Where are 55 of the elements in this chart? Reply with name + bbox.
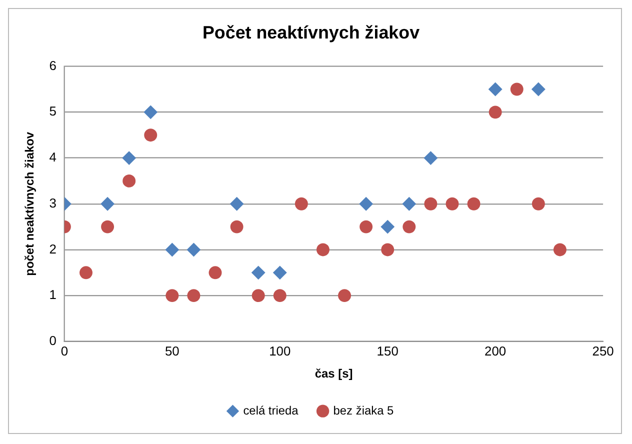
point [488,106,502,119]
point [316,243,330,256]
x-tick-label: 0 [60,344,68,359]
point [424,197,438,210]
y-tick-label: 5 [49,104,56,119]
point [144,105,158,120]
point [122,174,136,188]
point [166,289,179,302]
point [208,266,222,280]
x-tick-label: 50 [164,344,180,359]
y-tick-label: 2 [49,241,56,256]
point [101,220,114,234]
point [230,196,244,211]
x-tick-label: 250 [592,344,614,359]
point [359,196,374,211]
x-tick-label: 150 [376,344,398,359]
point [100,196,115,211]
x-tick-label: 100 [269,344,291,359]
point [338,289,352,302]
point [294,197,308,210]
legend-label: bez žiaka 5 [333,403,394,418]
x-axis-title: čas [s] [314,366,353,380]
point [360,220,373,234]
point [380,220,395,234]
y-axis-title: počet neaktívnych žiakov [22,132,36,276]
point [553,243,566,256]
point [273,289,286,302]
point [531,82,546,96]
point [532,197,545,210]
point [186,242,201,257]
point [80,266,92,280]
point [251,266,266,280]
point [381,243,394,256]
point [230,220,244,234]
y-tick-label: 3 [49,195,56,210]
point [424,151,438,165]
point [488,82,502,96]
point [144,128,158,142]
point [467,197,480,210]
point [446,197,459,210]
point [272,266,287,280]
y-tick-label: 4 [49,150,56,165]
point [402,220,416,234]
point [122,151,136,165]
point [402,196,416,211]
y-tick-label: 6 [49,58,56,73]
y-tick-label: 0 [49,333,56,348]
point [252,289,265,302]
point [165,242,180,257]
point [187,289,200,302]
y-tick-label: 1 [49,287,56,302]
chart-title: Počet neaktívnych žiakov [202,22,420,43]
legend-label: celá trieda [243,403,299,418]
point [510,82,524,96]
x-tick-label: 200 [484,344,506,359]
